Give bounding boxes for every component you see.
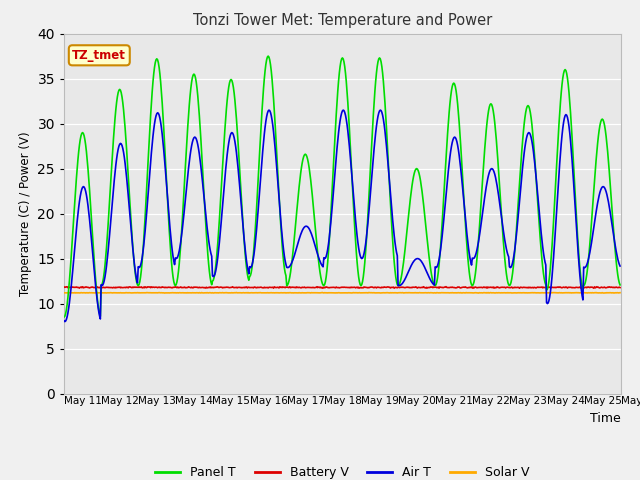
Panel T [410, 170, 418, 176]
Battery V [213, 284, 221, 290]
Panel T [427, 265, 435, 271]
Solar V [70, 290, 78, 296]
Air T [616, 263, 624, 269]
Battery V [516, 285, 524, 291]
Legend: Panel T, Battery V, Air T, Solar V: Panel T, Battery V, Air T, Solar V [150, 461, 534, 480]
X-axis label: Time: Time [590, 412, 621, 425]
Battery V [410, 284, 417, 290]
Panel T [184, 124, 191, 130]
Solar V [213, 290, 221, 296]
Line: Panel T: Panel T [64, 56, 620, 317]
Line: Battery V: Battery V [64, 287, 620, 288]
Solar V [184, 290, 191, 296]
Panel T [616, 282, 624, 288]
Panel T [70, 210, 78, 216]
Air T [61, 319, 68, 324]
Solar V [319, 289, 326, 295]
Battery V [184, 285, 191, 290]
Solar V [427, 290, 435, 296]
Line: Solar V: Solar V [64, 292, 620, 293]
Air T [185, 166, 193, 171]
Solar V [127, 290, 135, 296]
Solar V [60, 290, 68, 296]
Air T [339, 107, 347, 113]
Battery V [127, 285, 135, 290]
Panel T [60, 314, 68, 320]
Battery V [60, 284, 68, 290]
Air T [60, 318, 68, 324]
Text: TZ_tmet: TZ_tmet [72, 49, 126, 62]
Air T [71, 244, 79, 250]
Air T [128, 238, 136, 243]
Solar V [600, 290, 607, 296]
Battery V [426, 285, 434, 290]
Solar V [410, 290, 418, 296]
Panel T [264, 53, 272, 59]
Air T [214, 253, 221, 259]
Battery V [70, 285, 78, 290]
Panel T [127, 222, 135, 228]
Y-axis label: Temperature (C) / Power (V): Temperature (C) / Power (V) [19, 132, 32, 296]
Solar V [616, 290, 624, 296]
Panel T [213, 249, 221, 254]
Battery V [616, 285, 624, 290]
Battery V [442, 284, 450, 289]
Title: Tonzi Tower Met: Temperature and Power: Tonzi Tower Met: Temperature and Power [193, 13, 492, 28]
Line: Air T: Air T [64, 110, 620, 322]
Air T [428, 278, 435, 284]
Air T [412, 257, 419, 263]
